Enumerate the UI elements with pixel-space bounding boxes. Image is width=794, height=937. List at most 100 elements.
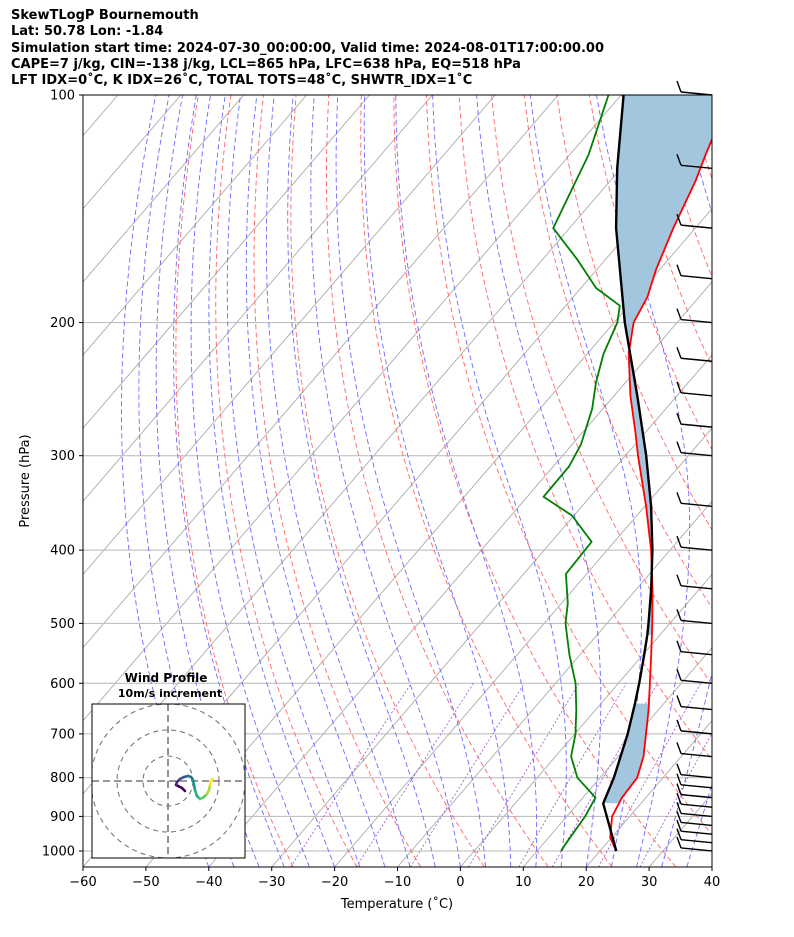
y-tick-label: 400 bbox=[50, 544, 75, 559]
moist-adiabat-line bbox=[335, 95, 487, 867]
wind-barb bbox=[680, 830, 713, 835]
wind-barb bbox=[680, 651, 713, 656]
wind-profile-inset: Wind Profile 10m/s increment bbox=[91, 671, 246, 859]
dry-adiabat-line bbox=[720, 95, 794, 867]
dry-adiabat-line bbox=[175, 95, 294, 867]
dry-adiabat-line bbox=[752, 95, 794, 867]
dry-adiabat-line bbox=[425, 95, 712, 836]
wind-barb bbox=[680, 164, 713, 169]
wind-barb-flag bbox=[676, 441, 682, 453]
dry-adiabat-line bbox=[491, 95, 712, 686]
x-tick-label: −50 bbox=[132, 875, 159, 890]
hodograph-title: Wind Profile bbox=[125, 671, 208, 685]
wind-barb-flag bbox=[676, 828, 682, 840]
mixing-ratio-line bbox=[639, 732, 712, 867]
wind-barb bbox=[680, 619, 713, 625]
wind-barb-flag bbox=[676, 669, 682, 681]
wind-barb-flag bbox=[676, 347, 682, 359]
mixing-ratio-line bbox=[290, 683, 412, 867]
stability-indices-line-2: LFT IDX=0˚C, K IDX=26˚C, TOTAL TOTS=48˚C… bbox=[11, 73, 473, 89]
wind-barb-flag bbox=[676, 264, 682, 276]
wind-barb-flag bbox=[676, 811, 682, 823]
location-line: Lat: 50.78 Lon: -1.84 bbox=[11, 24, 164, 40]
wind-barb bbox=[680, 812, 713, 818]
wind-barbs bbox=[676, 80, 713, 852]
isotherm-line bbox=[83, 95, 433, 502]
moist-adiabat-line bbox=[529, 95, 642, 867]
wind-barb bbox=[680, 803, 713, 808]
y-tick-label: 600 bbox=[50, 677, 75, 692]
y-tick-label: 200 bbox=[50, 316, 75, 331]
isotherm-line bbox=[83, 95, 245, 283]
moist-adiabat-line bbox=[265, 95, 411, 867]
isotherm-line bbox=[271, 354, 712, 867]
wind-barb bbox=[680, 774, 713, 779]
wind-barb bbox=[680, 784, 713, 789]
isotherm-line bbox=[83, 95, 622, 722]
moist-adiabat-line bbox=[287, 95, 436, 867]
y-tick-label: 300 bbox=[50, 449, 75, 464]
wind-barb-flag bbox=[676, 535, 682, 548]
dry-adiabat-line bbox=[215, 95, 358, 867]
x-tick-label: −60 bbox=[69, 875, 96, 890]
isotherm-line bbox=[711, 866, 712, 867]
wind-barb-flag bbox=[676, 802, 682, 814]
wind-barb bbox=[680, 275, 713, 280]
profile-lines bbox=[542, 95, 712, 852]
isotherm-line bbox=[397, 500, 712, 867]
y-tick-label: 100 bbox=[50, 89, 75, 104]
moist-adiabat-line bbox=[737, 95, 794, 867]
x-tick-label: 20 bbox=[578, 875, 595, 890]
wind-barb-flag bbox=[676, 640, 682, 652]
wind-barb-flag bbox=[676, 773, 682, 786]
wind-barb bbox=[680, 357, 713, 362]
dry-adiabat-line bbox=[523, 95, 712, 609]
x-tick-label: 30 bbox=[641, 875, 658, 890]
dry-adiabat-line bbox=[785, 95, 794, 867]
x-tick-label: 40 bbox=[704, 875, 721, 890]
isotherm-line bbox=[145, 208, 712, 867]
wind-barb bbox=[680, 502, 713, 508]
mixing-ratio-line bbox=[410, 683, 525, 867]
isotherm-line bbox=[83, 95, 559, 649]
chart-header: SkewTLogP Bournemouth Lat: 50.78 Lon: -1… bbox=[11, 8, 604, 89]
y-tick-label: 500 bbox=[50, 617, 75, 632]
x-tick-label: −30 bbox=[258, 875, 285, 890]
wind-barb-flag bbox=[676, 412, 682, 425]
wind-barb bbox=[680, 679, 713, 684]
y-axis-ticks: 100 200 300 400 500 600 700 800 900 1000 bbox=[42, 89, 83, 859]
hodograph bbox=[92, 704, 245, 858]
x-tick-label: −40 bbox=[195, 875, 222, 890]
y-axis-label: Pressure (hPa) bbox=[18, 434, 33, 527]
dry-adiabat-line bbox=[253, 95, 422, 867]
hodograph-frame bbox=[91, 703, 246, 859]
wind-barb bbox=[680, 546, 713, 551]
y-tick-label: 800 bbox=[50, 771, 75, 786]
y-tick-label: 900 bbox=[50, 810, 75, 825]
wind-barb-flag bbox=[676, 308, 682, 320]
isotherm-line bbox=[83, 95, 496, 576]
moist-adiabat-line bbox=[432, 95, 567, 867]
wind-barb-flag bbox=[676, 836, 682, 849]
moist-adiabat-line bbox=[686, 782, 712, 867]
moist-adiabat-line bbox=[395, 95, 538, 867]
moist-adiabat-line bbox=[363, 95, 512, 867]
isotherm-line bbox=[83, 95, 307, 356]
wind-barb-flag bbox=[676, 609, 682, 621]
mixing-ratio-line bbox=[355, 683, 474, 867]
dry-adiabat-line bbox=[458, 95, 712, 761]
isotherm-line bbox=[208, 281, 712, 867]
cape-area bbox=[603, 95, 712, 804]
wind-barb bbox=[680, 224, 713, 229]
wind-barb bbox=[680, 705, 713, 711]
wind-barb bbox=[680, 392, 713, 397]
wind-barb-flag bbox=[676, 695, 682, 707]
wind-barb bbox=[680, 752, 713, 758]
wind-barb-flag bbox=[676, 742, 682, 754]
hodograph-subtitle: 10m/s increment bbox=[118, 687, 222, 700]
y-tick-label: 1000 bbox=[42, 844, 75, 859]
moist-adiabat-line bbox=[476, 95, 602, 867]
dry-adiabat-line bbox=[325, 95, 549, 867]
hodograph-trace bbox=[209, 777, 215, 783]
